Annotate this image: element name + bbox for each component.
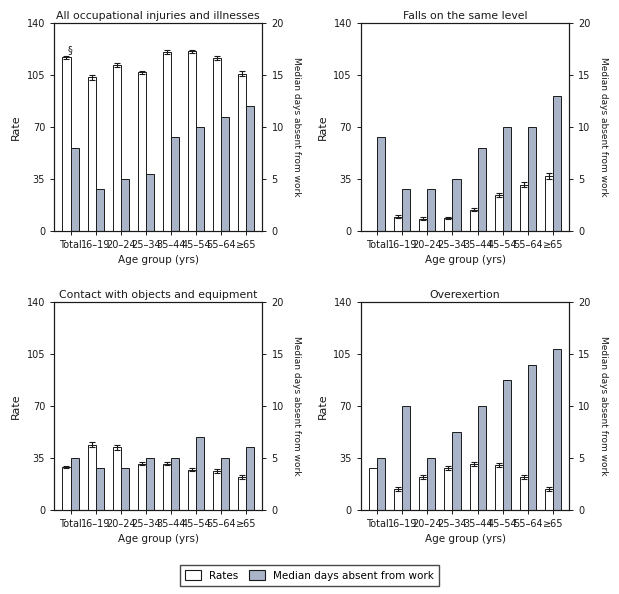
Bar: [470, 210, 478, 230]
X-axis label: Age group (yrs): Age group (yrs): [425, 534, 506, 544]
Title: All occupational injuries and illnesses: All occupational injuries and illnesses: [56, 11, 260, 21]
Bar: [553, 96, 561, 230]
Bar: [478, 406, 486, 510]
Bar: [528, 127, 536, 230]
Bar: [503, 127, 511, 230]
Bar: [63, 57, 71, 230]
Bar: [495, 195, 503, 230]
Bar: [470, 464, 478, 510]
Bar: [545, 176, 553, 230]
Bar: [420, 477, 427, 510]
Bar: [163, 52, 171, 230]
Y-axis label: Rate: Rate: [11, 393, 21, 419]
Bar: [121, 179, 129, 230]
Title: Falls on the same level: Falls on the same level: [403, 11, 527, 21]
Bar: [145, 173, 154, 230]
Bar: [420, 219, 427, 230]
Bar: [246, 447, 254, 510]
Bar: [63, 467, 71, 510]
Bar: [138, 464, 145, 510]
Bar: [377, 458, 385, 510]
X-axis label: Age group (yrs): Age group (yrs): [425, 255, 506, 265]
Bar: [394, 217, 402, 230]
Bar: [71, 458, 79, 510]
Bar: [377, 137, 385, 230]
Y-axis label: Rate: Rate: [318, 114, 328, 140]
Bar: [188, 470, 196, 510]
Title: Overexertion: Overexertion: [430, 290, 500, 300]
Bar: [427, 458, 435, 510]
Bar: [138, 72, 145, 230]
Text: §: §: [67, 45, 72, 55]
Bar: [246, 106, 254, 230]
Bar: [444, 468, 452, 510]
Y-axis label: Median days absent from work: Median days absent from work: [292, 336, 301, 476]
Bar: [503, 380, 511, 510]
Bar: [121, 468, 129, 510]
Bar: [545, 489, 553, 510]
Bar: [95, 468, 103, 510]
Bar: [394, 489, 402, 510]
Bar: [71, 148, 79, 230]
Bar: [238, 74, 246, 230]
Title: Contact with objects and equipment: Contact with objects and equipment: [59, 290, 258, 300]
Y-axis label: Rate: Rate: [318, 393, 328, 419]
Y-axis label: Median days absent from work: Median days absent from work: [599, 57, 608, 197]
Bar: [369, 468, 377, 510]
Bar: [452, 432, 461, 510]
Bar: [221, 116, 229, 230]
Bar: [95, 189, 103, 230]
X-axis label: Age group (yrs): Age group (yrs): [118, 534, 199, 544]
Bar: [452, 179, 461, 230]
Bar: [520, 185, 528, 230]
Bar: [171, 137, 179, 230]
Bar: [520, 477, 528, 510]
Bar: [113, 447, 121, 510]
Legend: Rates, Median days absent from work: Rates, Median days absent from work: [180, 565, 439, 586]
Bar: [188, 52, 196, 230]
Bar: [528, 365, 536, 510]
Y-axis label: Median days absent from work: Median days absent from work: [599, 336, 608, 476]
Bar: [213, 471, 221, 510]
Bar: [238, 477, 246, 510]
Bar: [87, 444, 95, 510]
Y-axis label: Rate: Rate: [11, 114, 21, 140]
Bar: [196, 437, 204, 510]
Bar: [113, 65, 121, 230]
Y-axis label: Median days absent from work: Median days absent from work: [292, 57, 301, 197]
Bar: [402, 406, 410, 510]
Bar: [495, 465, 503, 510]
Bar: [478, 148, 486, 230]
Bar: [196, 127, 204, 230]
Bar: [163, 464, 171, 510]
X-axis label: Age group (yrs): Age group (yrs): [118, 255, 199, 265]
Bar: [553, 349, 561, 510]
Bar: [427, 189, 435, 230]
Bar: [145, 458, 154, 510]
Bar: [221, 458, 229, 510]
Bar: [213, 58, 221, 230]
Bar: [444, 218, 452, 230]
Bar: [402, 189, 410, 230]
Bar: [171, 458, 179, 510]
Bar: [87, 77, 95, 230]
